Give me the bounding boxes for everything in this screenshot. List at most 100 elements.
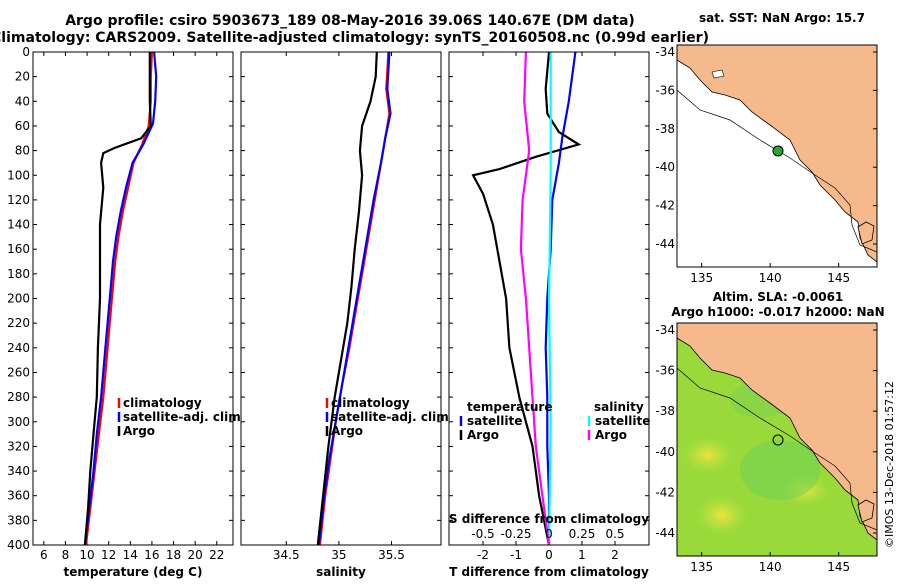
x-top-tick-label: 0.5 [605,527,624,541]
map-y-tick-label: -40 [655,160,675,174]
sst-map-frame [676,44,878,268]
sla-warm-anomaly [696,495,748,535]
x-tick-label: 35 [331,548,346,562]
map-x-tick-label: 140 [759,560,782,574]
legend-label: Argo [467,428,499,442]
legend-label: climatology [123,396,202,410]
sla-map-title-line-1: Altim. SLA: -0.0061 [713,290,844,304]
y-tick-label: 380 [7,513,30,527]
legend-title: salinity [594,400,644,414]
y-tick-label: 220 [7,316,30,330]
y-tick-label: 260 [7,365,30,379]
x-tick-label: 34.5 [273,548,300,562]
plot-background [33,52,233,545]
sst-map-title: sat. SST: NaN Argo: 15.7 [699,11,865,25]
map-y-tick-label: -36 [655,364,675,378]
x-tick-label: 10 [79,548,94,562]
map-y-tick-label: -42 [655,199,675,213]
y-tick-label: 60 [15,119,30,133]
sst-map-isobath [677,89,877,253]
x-tick-label: 2 [611,548,619,562]
y-tick-label: 300 [7,415,30,429]
sla-map-frame [676,322,878,557]
map-y-tick-label: -34 [655,323,675,337]
map-y-tick-label: -40 [655,445,675,459]
x-tick-label: 16 [144,548,159,562]
y-tick-label: 320 [7,439,30,453]
legend-label: Argo [595,428,627,442]
sst-map-inland-lake [711,69,725,79]
x-tick-label: 6 [40,548,48,562]
title-line-1: Argo profile: csiro 5903673_189 08-May-2… [65,13,635,29]
x-tick-label: -1 [510,548,522,562]
legend-title: temperature [467,400,552,414]
x-tick-label: 14 [123,548,138,562]
sla-map-argo-marker [772,434,784,446]
series-line-argo [83,52,152,546]
map-x-tick-label: 135 [690,271,713,285]
salinity-plot: 34.5 35 35.5 salinity climatologysatellite-a… [240,51,453,579]
y-tick-label: 360 [7,489,30,503]
difference-plot: -2 -1 0 1 2 T difference from climatology -0.5… [448,51,650,579]
x-axis-label: salinity [316,565,366,579]
legend-label: satellite-adj. clim. [123,410,245,424]
x-top-tick-label: -0.25 [500,527,531,541]
x-top-tick-label: 0 [545,527,553,541]
sst-map-land [677,45,877,263]
y-tick-label: 140 [7,218,30,232]
sst-map: sat. SST: NaN Argo: 15.7 135 140 145 -34 -36… [655,11,878,285]
sst-map-island-tasmania [857,221,875,245]
y-tick-label: 340 [7,464,30,478]
x-axis-label: T difference from climatology [449,565,649,579]
plot-frame [32,51,234,546]
y-tick-label: 20 [15,70,30,84]
y-tick-label: 40 [15,94,30,108]
x-tick-label: 1 [578,548,586,562]
x-tick-label: 35.5 [378,548,405,562]
map-y-tick-label: -34 [655,45,675,59]
series-line-s-satellite [547,52,552,546]
y-tick-label: 240 [7,341,30,355]
series-line-satellite-adj-clim- [83,51,158,546]
map-y-tick-label: -42 [655,485,675,499]
x-top-tick-label: 0.25 [569,527,596,541]
x-tick-label: 8 [62,548,70,562]
x-axis-label: temperature (deg C) [64,565,203,579]
y-tick-label: 280 [7,390,30,404]
credit-text: ©IMOS 13-Dec-2018 01:57:12 [883,381,896,548]
plot-background [241,52,441,545]
map-x-tick-label: 145 [827,271,850,285]
legend-label: satellite-adj. clim. [331,410,453,424]
x-tick-label: 12 [101,548,116,562]
sla-map: Altim. SLA: -0.0061 Argo h1000: -0.017 h… [655,290,884,574]
legend-label: Argo [123,424,155,438]
map-y-tick-label: -36 [655,83,675,97]
y-tick-label: 160 [7,242,30,256]
x-top-tick-label: -0.5 [471,527,494,541]
y-tick-label: 0 [22,45,30,59]
plot-frame [448,51,650,546]
x-tick-label: 20 [188,548,203,562]
temperature-plot: 0 20 40 60 80 100 120 140 160 180 200 220 240 260 280 3… [7,45,245,579]
legend-label: climatology [331,396,410,410]
y-tick-label: 180 [7,267,30,281]
x-tick-label: 0 [545,548,553,562]
plot-frame [240,51,442,546]
map-x-tick-label: 145 [827,560,850,574]
map-x-tick-label: 135 [690,560,713,574]
series-line-t-argo [471,51,582,546]
sla-cool-anomaly [740,440,820,500]
series-line-s-argo [519,51,551,546]
sla-map-title-line-2: Argo h1000: -0.017 h2000: NaN [671,305,884,319]
x-tick-label: -2 [477,548,489,562]
x-tick-label: 18 [166,548,181,562]
sla-warm-anomaly [682,437,734,473]
map-y-tick-label: -44 [655,237,675,251]
map-y-tick-label: -38 [655,404,675,418]
y-tick-label: 400 [7,538,30,552]
y-tick-label: 200 [7,292,30,306]
title-line-2: Climatology: CARS2009. Satellite-adjuste… [0,30,709,46]
map-y-tick-label: -44 [655,526,675,540]
sla-map-land [677,323,877,541]
sla-map-isobath [677,367,877,531]
